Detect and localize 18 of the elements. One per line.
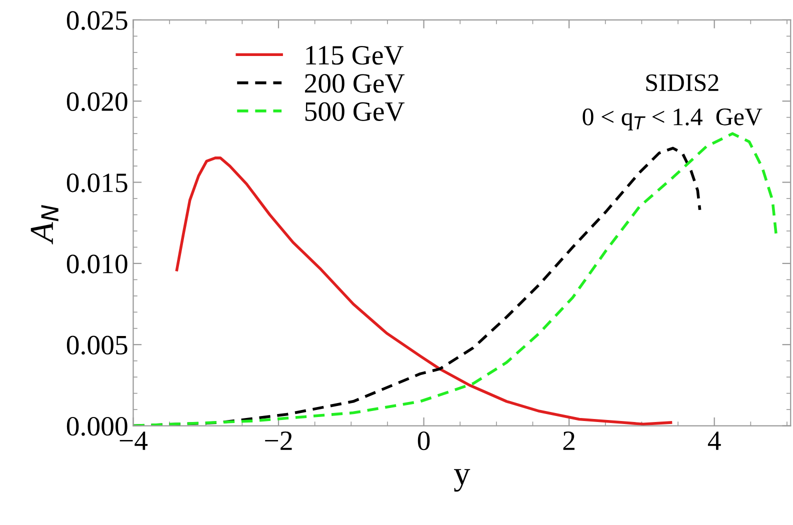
- y-tick-label: 0.005: [66, 336, 128, 355]
- legend-label: 200 GeV: [305, 74, 405, 93]
- line-series: [133, 132, 778, 426]
- y-tick-label: 0.015: [66, 173, 128, 192]
- y-axis-title: A$_{N}$: [30, 205, 58, 244]
- legend-label: 115 GeV: [306, 46, 404, 65]
- x-axis-title: y: [454, 469, 470, 492]
- y-tick-label: 0.020: [66, 92, 128, 112]
- x-tick-label: −2: [265, 432, 292, 450]
- annotation: SIDIS2: [646, 74, 718, 92]
- line-series: [175, 156, 672, 426]
- x-tick-label: 0: [418, 431, 430, 450]
- y-tick-label: 0.010: [66, 254, 128, 274]
- x-tick-label: 4: [708, 432, 721, 450]
- legend-label: 500 GeV: [305, 102, 405, 122]
- annotation: 0 < q$_{T}$ < 1.4 GeV: [582, 108, 762, 130]
- y-tick-label: 0.025: [66, 11, 128, 30]
- x-tick-label: 2: [563, 432, 574, 450]
